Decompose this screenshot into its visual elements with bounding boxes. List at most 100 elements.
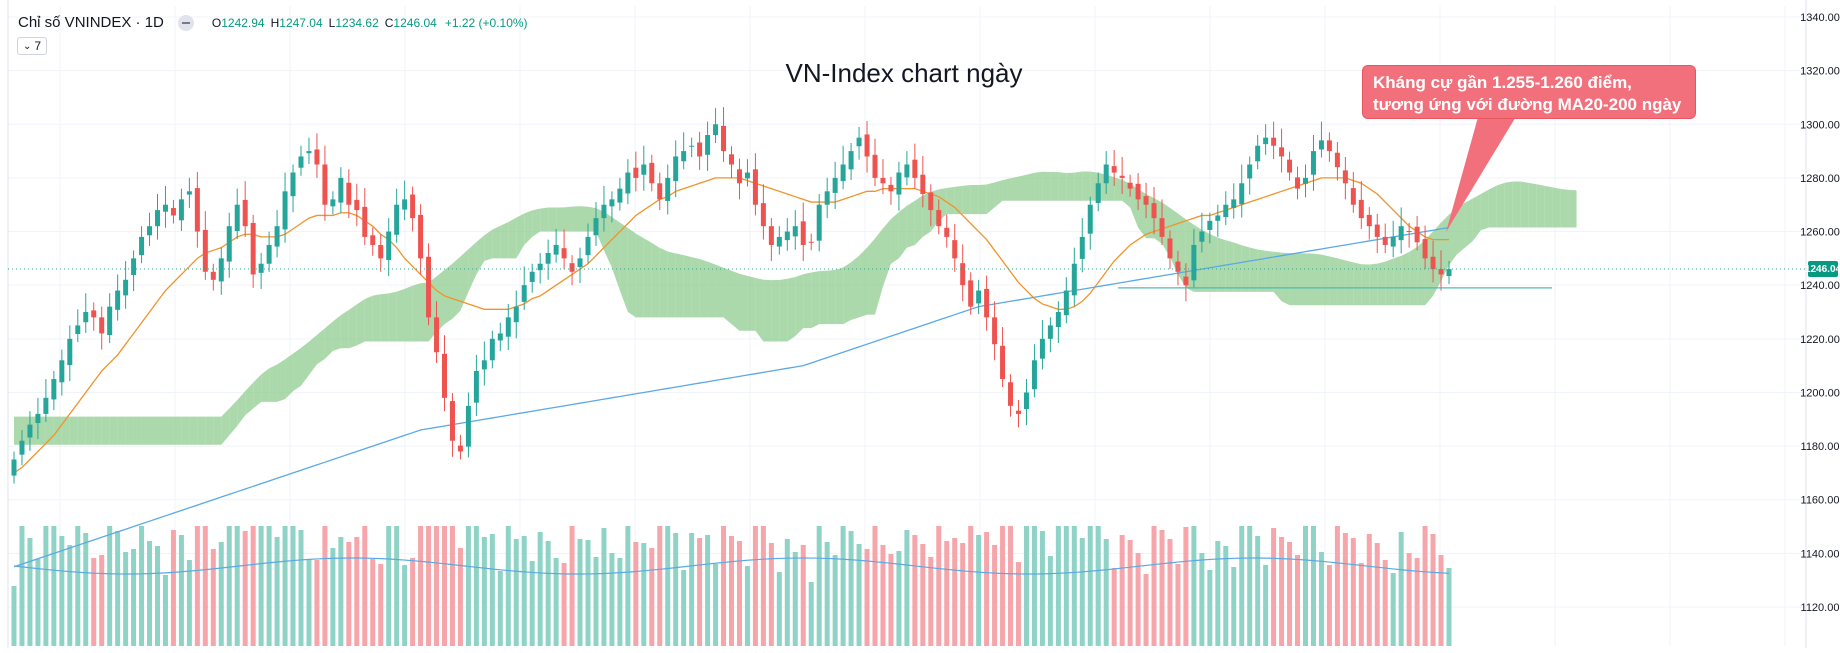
cloud-segment bbox=[101, 416, 110, 445]
cloud-segment bbox=[1082, 171, 1091, 201]
cloud-segment bbox=[1026, 172, 1035, 201]
volume-bar bbox=[1008, 526, 1014, 646]
volume-bar bbox=[481, 537, 487, 646]
cloud-segment bbox=[1377, 261, 1386, 306]
volume-bar bbox=[1287, 542, 1293, 646]
candle-body bbox=[274, 226, 280, 247]
candle-body bbox=[784, 231, 790, 241]
cloud-segment bbox=[1401, 252, 1410, 306]
hide-icon[interactable] bbox=[177, 14, 194, 31]
cloud-segment bbox=[1265, 250, 1274, 292]
volume-bar bbox=[569, 526, 575, 646]
volume-bar bbox=[601, 528, 607, 646]
cloud-segment bbox=[1496, 182, 1505, 228]
cloud-segment bbox=[37, 416, 46, 445]
candle-body bbox=[434, 317, 440, 353]
volume-bar bbox=[306, 559, 312, 646]
volume-bar bbox=[131, 549, 137, 646]
candle-body bbox=[67, 338, 73, 366]
cloud-segment bbox=[1480, 189, 1489, 231]
candle-body bbox=[59, 360, 65, 383]
candle-body bbox=[840, 164, 846, 182]
volume-bar bbox=[1016, 562, 1021, 646]
volume-bar bbox=[426, 526, 432, 646]
volume-bar bbox=[330, 548, 336, 646]
candle-body bbox=[736, 169, 742, 184]
candle-body bbox=[1127, 182, 1133, 189]
candle-body bbox=[1191, 244, 1197, 281]
cloud-segment bbox=[324, 321, 333, 359]
cloud-segment bbox=[1249, 247, 1258, 292]
candle-body bbox=[1000, 345, 1006, 380]
candle-body bbox=[1031, 360, 1037, 390]
volume-bar bbox=[625, 526, 631, 646]
cloud-segment bbox=[269, 364, 278, 402]
last-price-tag: 1246.04 bbox=[1805, 261, 1840, 277]
candle-body bbox=[19, 440, 25, 455]
cloud-segment bbox=[1321, 254, 1330, 306]
cloud-segment bbox=[516, 213, 525, 259]
candle-body bbox=[776, 236, 782, 247]
volume-bar bbox=[1199, 553, 1205, 646]
candle-body bbox=[1055, 312, 1061, 328]
volume-bar bbox=[370, 559, 376, 646]
candle-body bbox=[35, 413, 41, 424]
price-axis[interactable]: 1340.00 1320.00 1300.00 1280.00 1260.00 1240.… bbox=[1800, 12, 1840, 614]
volume-bar bbox=[816, 526, 822, 646]
cloud-segment bbox=[1345, 260, 1354, 306]
candle-body bbox=[1151, 203, 1157, 219]
volume-bar bbox=[1079, 538, 1085, 646]
candle-body bbox=[489, 338, 495, 361]
candle-body bbox=[1279, 147, 1285, 157]
volume-bar bbox=[242, 531, 248, 646]
candle-body bbox=[354, 199, 360, 211]
high-label: H bbox=[270, 15, 280, 30]
cloud-segment bbox=[340, 309, 349, 349]
candle-body bbox=[561, 248, 567, 259]
cloud-segment bbox=[1337, 258, 1346, 306]
resistance-annotation[interactable]: Kháng cự gần 1.255-1.260 điểm, tương ứng… bbox=[1362, 65, 1696, 119]
candle-body bbox=[481, 360, 487, 370]
volume-bar bbox=[1135, 553, 1141, 646]
cloud-segment bbox=[683, 255, 692, 318]
volume-bar bbox=[202, 526, 208, 646]
volume-ma bbox=[13, 557, 1450, 575]
cloud-segment bbox=[348, 304, 357, 349]
candle-body bbox=[170, 207, 176, 216]
cloud-segment bbox=[125, 416, 134, 445]
cloud-segment bbox=[1114, 177, 1123, 201]
candle-body bbox=[912, 159, 918, 178]
volume-bar bbox=[43, 526, 49, 646]
candle-body bbox=[402, 199, 408, 210]
cloud-segment bbox=[356, 298, 365, 346]
cloud-segment bbox=[133, 416, 142, 445]
candle-body bbox=[298, 156, 304, 168]
indicators-toggle-button[interactable]: ⌄ 7 bbox=[17, 37, 47, 55]
volume-bar bbox=[1382, 560, 1388, 646]
cloud-segment bbox=[1528, 182, 1537, 228]
volume-bar bbox=[984, 532, 990, 646]
candle-body bbox=[99, 317, 105, 334]
cloud-segment bbox=[452, 256, 461, 319]
cloud-segment bbox=[1074, 171, 1083, 201]
candle-body bbox=[147, 226, 153, 236]
cloud-segment bbox=[1361, 264, 1370, 306]
candle-body bbox=[617, 188, 623, 203]
candle-body bbox=[848, 151, 854, 170]
candle-body bbox=[1103, 164, 1109, 184]
volume-bar bbox=[872, 526, 878, 646]
volume-bar bbox=[162, 575, 168, 646]
cloud-segment bbox=[699, 259, 708, 318]
candle-body bbox=[442, 353, 447, 398]
volume-bar bbox=[218, 542, 224, 646]
volume-bar bbox=[1422, 526, 1428, 646]
price-tick-label: 1160.00 bbox=[1801, 495, 1840, 507]
cloud-segment bbox=[109, 416, 118, 445]
cloud-segment bbox=[45, 416, 54, 445]
symbol-name[interactable]: Chỉ số VNINDEX · 1D bbox=[18, 14, 164, 31]
candles bbox=[11, 107, 1452, 484]
cloud-segment bbox=[635, 233, 644, 318]
volume-bar bbox=[170, 530, 176, 646]
